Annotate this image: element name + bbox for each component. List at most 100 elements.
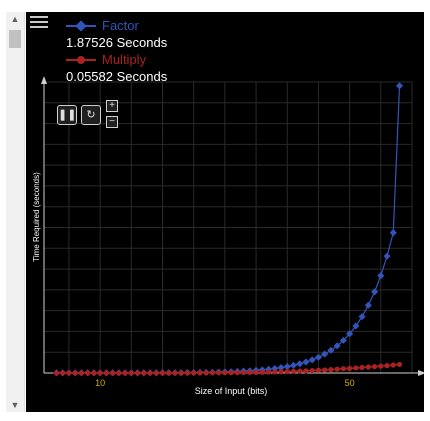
scroll-thumb[interactable] (9, 30, 21, 48)
data-point-multiply (184, 370, 191, 376)
data-point-factor (352, 322, 360, 330)
x-axis-label: Size of Input (bits) (195, 386, 268, 396)
data-point-multiply (353, 365, 359, 371)
data-point-factor (371, 288, 379, 296)
pause-icon: ❚❚ (58, 109, 77, 121)
reset-button[interactable]: ↻ (81, 105, 101, 125)
data-point-factor (283, 363, 291, 371)
data-point-multiply (209, 370, 216, 376)
data-point-multiply (60, 370, 66, 376)
pause-button[interactable]: ❚❚ (57, 105, 77, 125)
data-point-multiply (128, 370, 134, 376)
data-point-multiply (134, 370, 141, 376)
data-point-factor (327, 346, 335, 354)
data-point-multiply (203, 370, 209, 376)
scroll-down-arrow-icon[interactable]: ▼ (10, 400, 20, 410)
data-point-multiply (228, 370, 234, 376)
data-point-multiply (222, 370, 228, 376)
data-point-multiply (390, 362, 396, 368)
y-axis-label: Time Required (seconds) (32, 172, 41, 262)
data-point-factor (346, 330, 354, 338)
data-point-multiply (97, 370, 103, 376)
data-point-multiply (272, 369, 278, 375)
data-point-multiply (91, 370, 97, 376)
data-point-multiply (141, 370, 147, 376)
data-point-multiply (359, 364, 365, 371)
data-point-multiply (396, 361, 403, 368)
data-point-factor (289, 361, 298, 369)
data-point-factor (302, 358, 310, 366)
factor-legend-marker-icon (66, 21, 96, 31)
vertical-scrollbar[interactable]: ▲ ▼ (6, 12, 25, 412)
data-point-multiply (303, 368, 309, 374)
data-point-multiply (297, 368, 303, 374)
data-point-multiply (259, 369, 265, 375)
refresh-icon: ↻ (86, 109, 96, 121)
data-point-multiply (116, 370, 122, 376)
data-point-multiply (315, 367, 322, 373)
series-multiply (53, 361, 403, 376)
hamburger-menu-icon[interactable] (30, 16, 48, 30)
data-point-multiply (265, 369, 272, 375)
data-point-multiply (290, 368, 297, 374)
data-point-factor (395, 82, 404, 90)
data-point-multiply (216, 370, 222, 376)
scroll-up-arrow-icon[interactable]: ▲ (10, 14, 20, 24)
app-window: ▲ ▼ Factor 1.87526 Seconds Multiply 0.05… (6, 12, 424, 412)
data-point-multiply (122, 370, 128, 376)
data-point-multiply (278, 369, 284, 375)
data-point-multiply (234, 369, 240, 376)
data-point-multiply (153, 370, 159, 376)
data-point-factor (383, 252, 391, 260)
data-point-factor (377, 272, 385, 280)
data-point-factor (308, 356, 316, 364)
factor-time: 1.87526 Seconds (66, 35, 168, 50)
data-point-multiply (172, 370, 178, 376)
series-line-factor (56, 85, 401, 374)
data-point-multiply (247, 369, 253, 375)
data-point-multiply (371, 363, 378, 370)
chart-panel: Factor 1.87526 Seconds Multiply 0.05582 … (26, 12, 424, 412)
data-point-multiply (103, 370, 109, 376)
multiply-legend-marker-icon (66, 56, 96, 64)
x-tick-label: 50 (345, 378, 355, 388)
data-point-factor (364, 301, 372, 309)
y-axis-arrow-icon (41, 76, 47, 84)
data-point-multiply (340, 366, 346, 372)
legend-multiply-name: Multiply (102, 52, 147, 67)
data-point-multiply (253, 369, 259, 375)
data-point-factor (358, 313, 366, 321)
data-point-multiply (347, 365, 353, 372)
data-point-multiply (66, 370, 72, 376)
data-point-factor (314, 353, 322, 361)
data-point-multiply (284, 369, 290, 375)
data-point-factor (339, 336, 347, 344)
data-point-multiply (78, 370, 85, 376)
data-point-multiply (53, 370, 60, 376)
x-tick-label: 10 (95, 378, 105, 388)
data-point-multiply (72, 370, 78, 376)
zoom-in-button[interactable]: + (106, 100, 118, 112)
data-point-factor (321, 350, 329, 358)
zoom-out-button[interactable]: − (106, 116, 118, 128)
data-point-multiply (178, 370, 184, 376)
data-point-factor (296, 360, 304, 368)
data-point-multiply (147, 370, 153, 376)
chart-grid (44, 81, 413, 373)
chart-series (52, 82, 404, 377)
chart-ticks: 10 50 (95, 378, 355, 388)
time-chart: 10 50 Size of Input (bits) Time Required … (32, 76, 424, 396)
data-point-multiply (309, 367, 315, 374)
data-point-multiply (159, 370, 166, 376)
data-point-multiply (85, 370, 91, 376)
data-point-multiply (322, 367, 328, 373)
multiply-time: 0.05582 Seconds (66, 69, 168, 84)
data-point-multiply (191, 370, 197, 376)
data-point-multiply (384, 363, 390, 369)
x-axis-arrow-icon (418, 370, 424, 376)
data-point-multiply (378, 363, 384, 369)
data-point-factor (277, 364, 285, 372)
data-point-factor (333, 342, 341, 350)
data-point-multiply (334, 366, 340, 372)
data-point-multiply (110, 370, 116, 376)
